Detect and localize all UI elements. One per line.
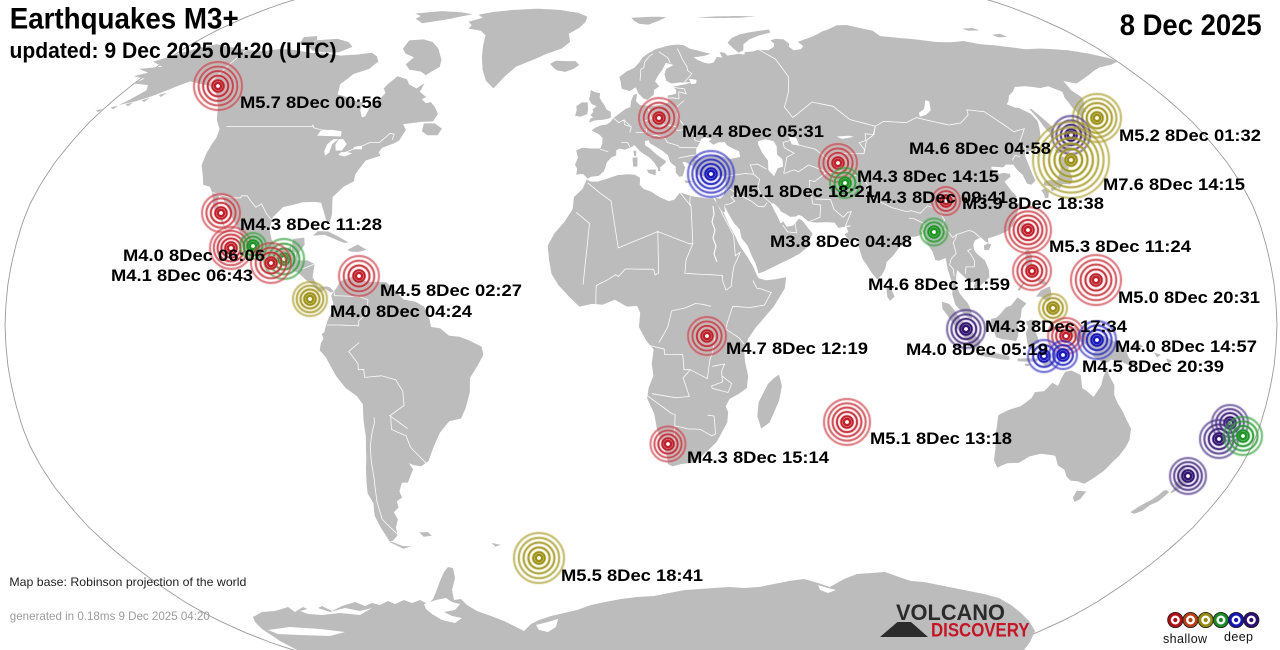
svg-text:8 Dec 2025: 8 Dec 2025 [1120,9,1262,42]
svg-text:M5.1 8Dec 13:18: M5.1 8Dec 13:18 [870,429,1012,448]
svg-text:M4.0 8Dec 14:57: M4.0 8Dec 14:57 [1115,337,1257,356]
svg-text:M4.0 8Dec 04:24: M4.0 8Dec 04:24 [330,302,473,321]
svg-text:M4.0 8Dec 05:19: M4.0 8Dec 05:19 [906,340,1048,359]
svg-text:M3.9 8Dec 18:38: M3.9 8Dec 18:38 [962,194,1104,213]
svg-text:Earthquakes M3+: Earthquakes M3+ [10,2,239,35]
svg-text:M7.6 8Dec 14:15: M7.6 8Dec 14:15 [1103,175,1245,194]
svg-text:M4.3 8Dec 11:28: M4.3 8Dec 11:28 [240,215,382,234]
svg-text:M4.6 8Dec 04:58: M4.6 8Dec 04:58 [909,139,1051,158]
svg-text:M4.3 8Dec 14:15: M4.3 8Dec 14:15 [857,167,999,186]
svg-text:M5.1 8Dec 18:21: M5.1 8Dec 18:21 [733,182,875,201]
svg-text:Map base: Robinson projection: Map base: Robinson projection of the wor… [9,575,246,589]
svg-text:M5.7 8Dec 00:56: M5.7 8Dec 00:56 [240,93,382,112]
svg-text:M4.3 8Dec 15:14: M4.3 8Dec 15:14 [687,448,830,467]
svg-text:M5.5 8Dec 18:41: M5.5 8Dec 18:41 [561,566,703,585]
svg-text:M4.0 8Dec 06:06: M4.0 8Dec 06:06 [123,246,265,265]
svg-text:VOLCANO: VOLCANO [896,600,1005,625]
svg-text:DISCOVERY: DISCOVERY [931,621,1030,642]
svg-text:M4.3 8Dec 17:34: M4.3 8Dec 17:34 [985,317,1128,336]
svg-text:M4.5 8Dec 20:39: M4.5 8Dec 20:39 [1082,357,1224,376]
svg-text:M5.2 8Dec 01:32: M5.2 8Dec 01:32 [1119,126,1261,145]
svg-text:deep: deep [1224,630,1253,644]
svg-text:M4.7 8Dec 12:19: M4.7 8Dec 12:19 [726,339,868,358]
svg-text:M5.0 8Dec 20:31: M5.0 8Dec 20:31 [1118,288,1260,307]
svg-text:M4.1 8Dec 06:43: M4.1 8Dec 06:43 [111,266,253,285]
svg-text:M4.4 8Dec 05:31: M4.4 8Dec 05:31 [682,122,824,141]
svg-text:M4.6 8Dec 11:59: M4.6 8Dec 11:59 [868,275,1010,294]
svg-text:shallow: shallow [1163,632,1208,646]
svg-text:M5.3 8Dec 11:24: M5.3 8Dec 11:24 [1049,237,1192,256]
svg-text:generated in 0.18ms 9 Dec 202: generated in 0.18ms 9 Dec 2025 04:20 [10,609,210,623]
svg-text:M3.8 8Dec 04:48: M3.8 8Dec 04:48 [770,232,912,251]
svg-text:updated: 9 Dec 2025 04:20 (UT: updated: 9 Dec 2025 04:20 (UTC) [10,38,337,63]
svg-text:M4.5 8Dec 02:27: M4.5 8Dec 02:27 [380,281,522,300]
svg-text:M4.3 8Dec 09:41: M4.3 8Dec 09:41 [866,188,1008,207]
